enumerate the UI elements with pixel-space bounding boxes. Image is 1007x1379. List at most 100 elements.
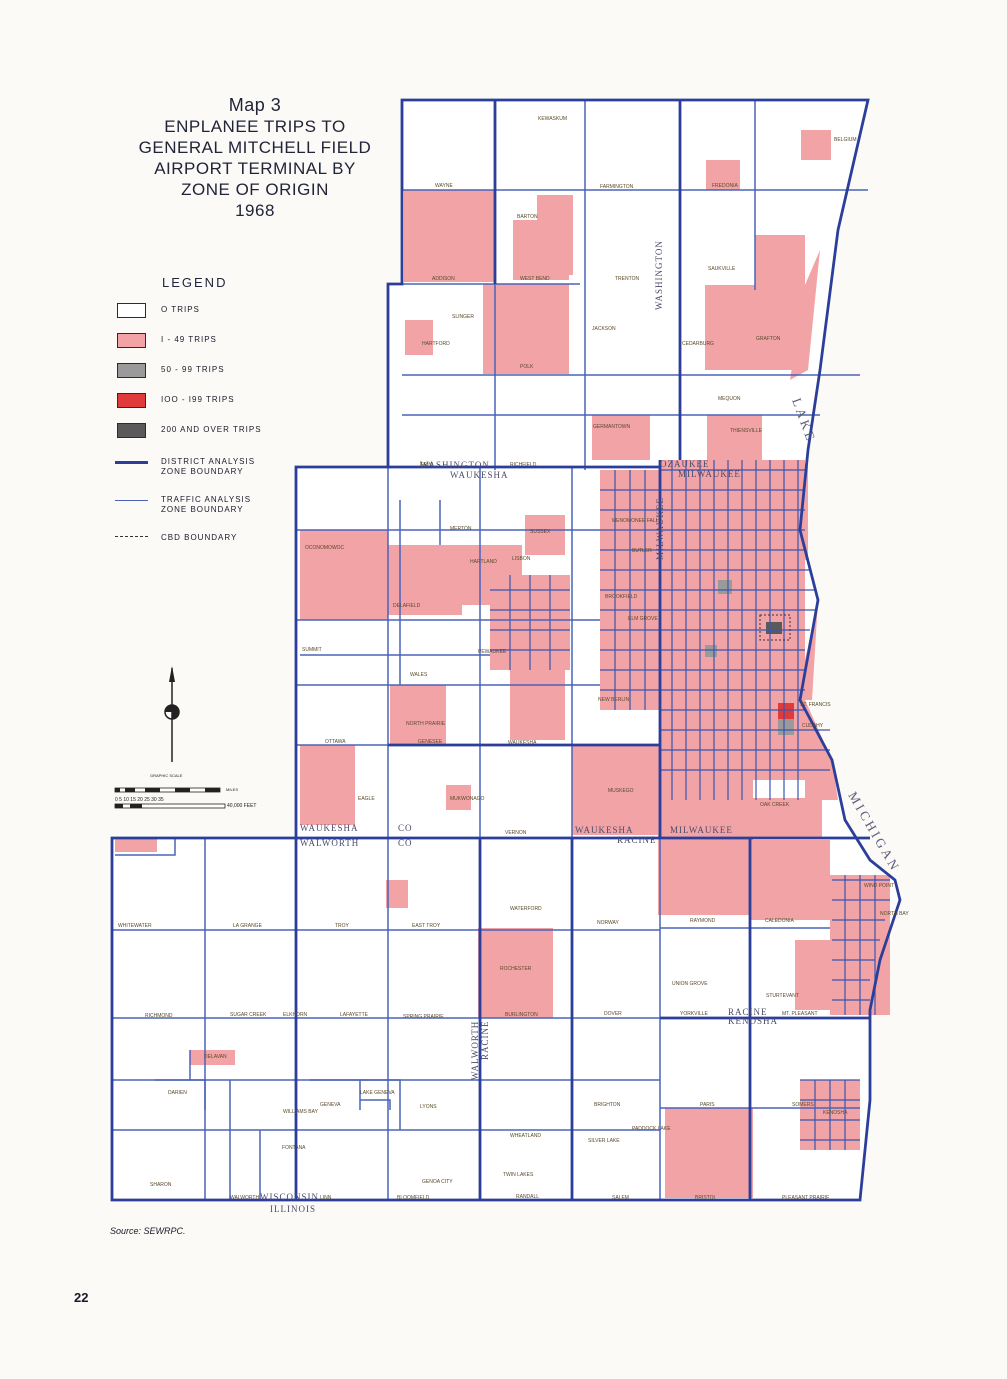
svg-text:FREDONIA: FREDONIA bbox=[712, 183, 739, 189]
svg-text:SUMMIT: SUMMIT bbox=[302, 647, 322, 653]
svg-text:MERTON: MERTON bbox=[450, 526, 472, 532]
svg-text:RICHFIELD: RICHFIELD bbox=[510, 462, 537, 468]
svg-text:CALEDONIA: CALEDONIA bbox=[765, 918, 795, 924]
milwaukee-zone-grid bbox=[490, 460, 890, 1150]
svg-text:LINN: LINN bbox=[320, 1195, 332, 1201]
zone-50-99-trips bbox=[718, 580, 732, 594]
legend-swatch bbox=[117, 303, 146, 318]
svg-text:SOMERS: SOMERS bbox=[792, 1102, 814, 1108]
svg-text:DELAFIELD: DELAFIELD bbox=[393, 603, 421, 609]
svg-text:STURTEVANT: STURTEVANT bbox=[766, 993, 799, 999]
title-line: AIRPORT TERMINAL BY bbox=[154, 159, 356, 178]
svg-text:SALEM: SALEM bbox=[612, 1195, 629, 1201]
svg-text:MEQUON: MEQUON bbox=[718, 396, 741, 402]
svg-text:WISCONSIN: WISCONSIN bbox=[260, 1192, 319, 1202]
svg-text:BELGIUM: BELGIUM bbox=[834, 137, 857, 143]
svg-text:GENESEE: GENESEE bbox=[418, 739, 443, 745]
svg-text:SUSSEX: SUSSEX bbox=[530, 529, 551, 535]
svg-text:SAUKVILLE: SAUKVILLE bbox=[708, 266, 736, 272]
svg-text:WASHINGTON: WASHINGTON bbox=[654, 240, 664, 310]
svg-text:WASHINGTON: WASHINGTON bbox=[420, 460, 490, 470]
svg-text:GENOA CITY: GENOA CITY bbox=[422, 1179, 453, 1185]
svg-text:TROY: TROY bbox=[335, 923, 350, 929]
svg-text:GERMANTOWN: GERMANTOWN bbox=[593, 424, 631, 430]
svg-text:SLINGER: SLINGER bbox=[452, 314, 474, 320]
zone-50-99-trips bbox=[778, 719, 794, 735]
svg-text:MENOMONEE FALLS: MENOMONEE FALLS bbox=[612, 518, 662, 524]
svg-text:BRISTOL: BRISTOL bbox=[695, 1195, 717, 1201]
legend-item-zero-trips: O TRIPS bbox=[110, 303, 310, 321]
svg-text:DELAVAN: DELAVAN bbox=[204, 1054, 227, 1060]
svg-text:CO: CO bbox=[398, 823, 413, 833]
legend-heading: LEGEND bbox=[162, 275, 228, 290]
svg-text:KENOSHA: KENOSHA bbox=[823, 1110, 848, 1116]
svg-text:NEW BERLIN: NEW BERLIN bbox=[598, 697, 630, 703]
svg-text:THIENSVILLE: THIENSVILLE bbox=[730, 428, 763, 434]
source-note: Source: SEWRPC. bbox=[110, 1226, 186, 1236]
region-map: WASHINGTON WAUKESHA WAUKESHA WALWORTH CO… bbox=[110, 98, 909, 1214]
svg-text:40,000 FEET: 40,000 FEET bbox=[227, 803, 256, 809]
place-labels: KEWASKUM WAYNE FARMINGTON FREDONIA BELGI… bbox=[118, 116, 909, 1201]
legend-item-1-49-trips: I - 49 TRIPS bbox=[110, 333, 310, 351]
legend-item-200-plus-trips: 200 AND OVER TRIPS bbox=[110, 423, 310, 441]
svg-text:PLEASANT PRAIRIE: PLEASANT PRAIRIE bbox=[782, 1195, 830, 1201]
svg-text:OZAUKEE: OZAUKEE bbox=[660, 459, 710, 469]
legend-item-50-99-trips: 50 - 99 TRIPS bbox=[110, 363, 310, 381]
svg-text:GRAPHIC SCALE: GRAPHIC SCALE bbox=[150, 773, 183, 778]
legend-line bbox=[115, 461, 148, 464]
svg-text:WAUKESHA: WAUKESHA bbox=[300, 823, 359, 833]
svg-text:TWIN LAKES: TWIN LAKES bbox=[503, 1172, 534, 1178]
title-line: ZONE OF ORIGIN bbox=[181, 180, 329, 199]
svg-text:ELM GROVE: ELM GROVE bbox=[628, 616, 658, 622]
svg-text:OCONOMOWOC: OCONOMOWOC bbox=[305, 545, 345, 551]
svg-text:GENEVA: GENEVA bbox=[320, 1102, 341, 1108]
svg-text:NORTH PRAIRIE: NORTH PRAIRIE bbox=[406, 721, 446, 727]
svg-text:ILLINOIS: ILLINOIS bbox=[270, 1204, 316, 1214]
svg-text:NORWAY: NORWAY bbox=[597, 920, 620, 926]
page-number: 22 bbox=[74, 1290, 89, 1305]
legend-item-traffic-boundary: TRAFFIC ANALYSIS ZONE BOUNDARY bbox=[110, 493, 310, 517]
svg-text:POLK: POLK bbox=[520, 364, 534, 370]
svg-text:BLOOMFIELD: BLOOMFIELD bbox=[397, 1195, 430, 1201]
svg-text:WILLIAMS BAY: WILLIAMS BAY bbox=[283, 1109, 319, 1115]
svg-text:WALES: WALES bbox=[410, 672, 428, 678]
svg-text:WATERFORD: WATERFORD bbox=[510, 906, 542, 912]
svg-text:WIND POINT: WIND POINT bbox=[864, 883, 894, 889]
svg-text:RAYMOND: RAYMOND bbox=[690, 918, 716, 924]
svg-text:WALWORTH: WALWORTH bbox=[300, 838, 359, 848]
svg-text:KEWASKUM: KEWASKUM bbox=[538, 116, 567, 122]
svg-text:OAK CREEK: OAK CREEK bbox=[760, 802, 790, 808]
svg-text:PARIS: PARIS bbox=[700, 1102, 715, 1108]
svg-text:KENOSHA: KENOSHA bbox=[728, 1016, 778, 1026]
legend-line bbox=[115, 500, 148, 501]
legend-line bbox=[115, 536, 148, 537]
svg-text:MUKWONAGO: MUKWONAGO bbox=[450, 796, 485, 802]
svg-text:NORTH BAY: NORTH BAY bbox=[880, 911, 909, 917]
svg-text:LYONS: LYONS bbox=[420, 1104, 437, 1110]
legend-item-district-boundary: DISTRICT ANALYSIS ZONE BOUNDARY bbox=[110, 455, 310, 479]
svg-text:UNION GROVE: UNION GROVE bbox=[672, 981, 708, 987]
svg-text:SPRING PRAIRIE: SPRING PRAIRIE bbox=[403, 1014, 444, 1020]
map-number: Map 3 bbox=[228, 95, 282, 115]
svg-text:CEDARBURG: CEDARBURG bbox=[682, 341, 714, 347]
svg-text:WAUKESHA: WAUKESHA bbox=[575, 825, 634, 835]
svg-text:JACKSON: JACKSON bbox=[592, 326, 616, 332]
svg-text:WALWORTH: WALWORTH bbox=[230, 1195, 259, 1201]
svg-text:WAYNE: WAYNE bbox=[435, 183, 453, 189]
svg-text:VERNON: VERNON bbox=[505, 830, 527, 836]
svg-text:SILVER LAKE: SILVER LAKE bbox=[588, 1138, 620, 1144]
svg-text:WHITEWATER: WHITEWATER bbox=[118, 923, 152, 929]
svg-text:HARTLAND: HARTLAND bbox=[470, 559, 497, 565]
svg-text:EAST TROY: EAST TROY bbox=[412, 923, 441, 929]
svg-text:BROOKFIELD: BROOKFIELD bbox=[605, 594, 638, 600]
svg-text:WHEATLAND: WHEATLAND bbox=[510, 1133, 541, 1139]
zone-100-199-trips bbox=[778, 703, 794, 719]
zone-200-plus-trips bbox=[766, 622, 782, 634]
svg-text:WALWORTH: WALWORTH bbox=[470, 1021, 480, 1080]
svg-text:FONTANA: FONTANA bbox=[282, 1145, 306, 1151]
legend-swatch bbox=[117, 423, 146, 438]
svg-text:RACINE: RACINE bbox=[728, 1007, 768, 1017]
svg-text:ELKHORN: ELKHORN bbox=[283, 1012, 308, 1018]
svg-text:LA GRANGE: LA GRANGE bbox=[233, 923, 263, 929]
